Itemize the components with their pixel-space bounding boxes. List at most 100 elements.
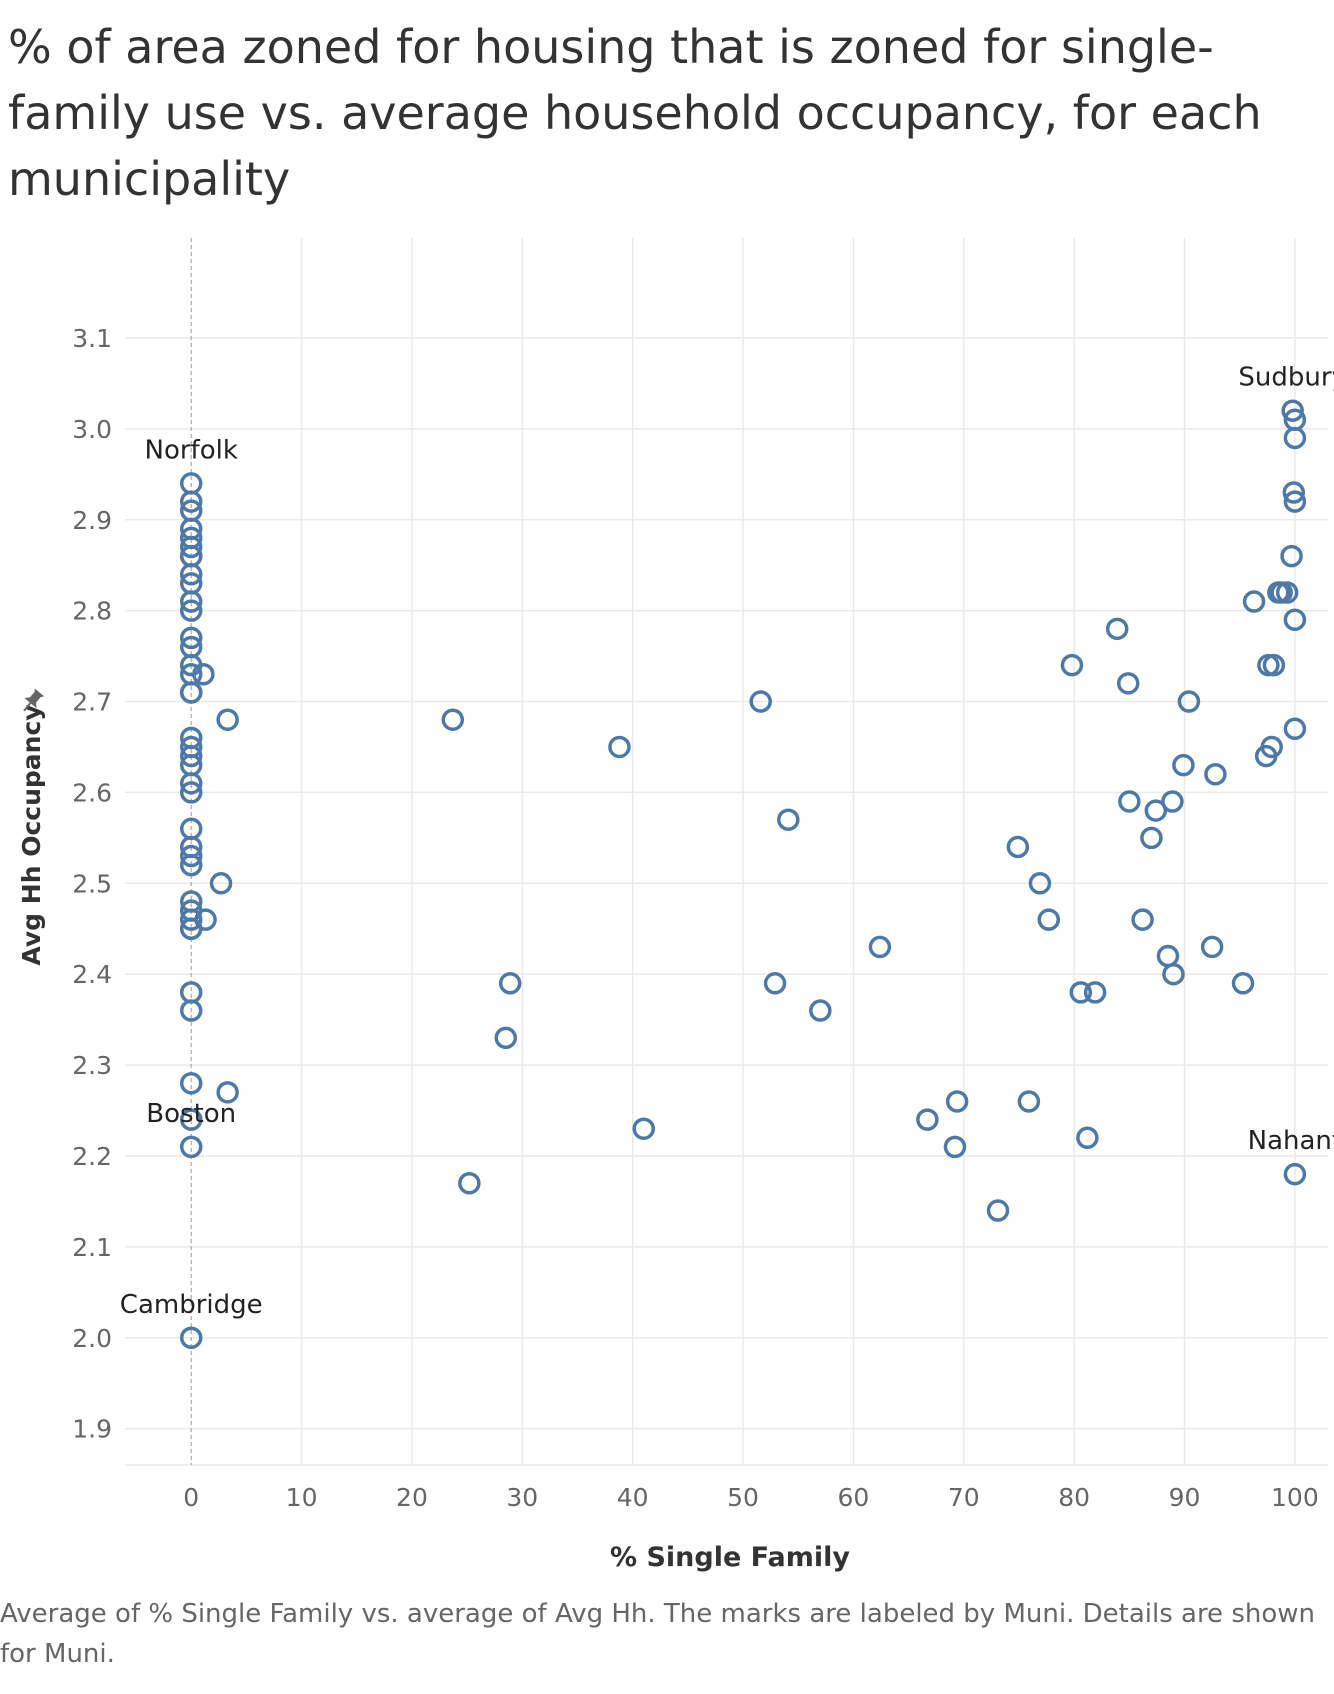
y-tick-label: 2.0 [72,1324,112,1353]
data-point[interactable] [498,972,522,995]
data-point[interactable] [1177,690,1201,713]
data-point[interactable] [179,681,203,704]
data-point[interactable] [179,535,203,559]
data-point[interactable] [179,1326,203,1350]
data-point[interactable] [179,844,203,868]
point-labels: Sudbury Norfolk Boston Nahant Cambridge [120,363,1334,1320]
x-tick-label: 20 [396,1483,428,1512]
data-point[interactable] [1060,653,1084,677]
y-tick-label: 2.5 [72,869,112,898]
data-point[interactable] [1118,790,1141,813]
data-point[interactable] [1262,653,1286,677]
data-point[interactable] [192,663,215,686]
chart-caption: Average of % Single Family vs. average o… [0,1599,1315,1669]
x-axis-title: % Single Family [610,1542,850,1573]
y-tick-label: 2.1 [72,1233,112,1262]
data-point[interactable] [1140,826,1163,850]
data-point[interactable] [1282,481,1306,504]
x-axis-ticks: 0 10 20 30 40 50 60 70 80 90 100 [183,1483,1318,1512]
data-point[interactable] [179,626,203,650]
data-point[interactable] [458,1171,481,1195]
data-point[interactable] [216,1081,239,1104]
data-point[interactable] [1260,735,1283,759]
data-point[interactable] [441,708,465,731]
data-point[interactable] [943,1135,967,1159]
data-point[interactable] [179,917,203,941]
y-tick-label: 2.8 [72,597,112,626]
point-label: Norfolk [145,435,238,465]
data-point[interactable] [1275,581,1299,604]
x-tick-label: 40 [617,1483,649,1512]
data-point[interactable] [632,1117,655,1140]
data-point[interactable] [216,708,239,731]
data-point[interactable] [179,853,203,877]
data-point[interactable] [179,981,203,1004]
data-point[interactable] [749,690,772,713]
data-point[interactable] [1028,872,1052,895]
y-tick-label: 1.9 [72,1415,112,1444]
data-point[interactable] [1200,935,1224,959]
data-point[interactable] [1204,762,1227,786]
data-point[interactable] [1069,981,1093,1004]
data-point[interactable] [179,1135,203,1159]
data-point[interactable] [1076,1126,1099,1150]
y-tick-label: 3.1 [72,324,112,353]
data-point[interactable] [179,599,203,622]
data-point[interactable] [1017,1090,1041,1113]
data-point[interactable] [179,744,203,768]
data-point[interactable] [1105,617,1129,641]
data-point[interactable] [1161,790,1184,813]
data-point[interactable] [179,590,203,613]
data-point[interactable] [1037,908,1061,931]
data-point[interactable] [777,808,800,831]
chart-title: % of area zoned for housing that is zone… [8,20,1262,206]
data-point[interactable] [179,1108,203,1131]
data-point[interactable] [209,872,233,895]
data-point[interactable] [916,1108,939,1131]
data-point[interactable] [1083,981,1107,1004]
data-point[interactable] [179,999,203,1022]
data-point[interactable] [1116,672,1140,695]
data-point[interactable] [809,999,832,1022]
data-point[interactable] [1006,835,1030,859]
data-point[interactable] [608,735,631,759]
pin-icon[interactable] [18,687,46,716]
data-points[interactable] [179,399,1307,1350]
y-tick-label: 2.4 [72,960,112,989]
data-point[interactable] [1283,426,1307,450]
x-tick-label: 0 [183,1483,199,1512]
x-tick-label: 70 [948,1483,980,1512]
data-point[interactable] [179,781,203,804]
data-point[interactable] [1283,717,1307,741]
data-point[interactable] [1283,490,1307,513]
data-point[interactable] [1283,1162,1307,1186]
data-point[interactable] [1280,544,1303,568]
data-point[interactable] [1172,753,1195,777]
point-label: Cambridge [120,1290,263,1320]
x-tick-label: 30 [506,1483,538,1512]
y-tick-label: 2.3 [72,1051,112,1080]
y-tick-label: 2.7 [72,688,112,717]
point-label: Nahant [1248,1126,1334,1156]
data-point[interactable] [1242,590,1266,613]
data-point[interactable] [1162,962,1185,986]
x-tick-label: 60 [838,1483,870,1512]
data-point[interactable] [1281,399,1304,422]
data-point[interactable] [986,1199,1010,1222]
data-point[interactable] [179,563,203,586]
data-point[interactable] [1131,908,1154,931]
data-point[interactable] [763,972,787,995]
data-point[interactable] [868,935,892,959]
x-tick-label: 90 [1169,1483,1201,1512]
data-point[interactable] [494,1026,518,1050]
data-point[interactable] [179,908,203,931]
data-point[interactable] [1231,972,1255,995]
data-point[interactable] [179,772,203,795]
data-point[interactable] [1156,944,1180,968]
data-point[interactable] [1144,799,1168,822]
data-point[interactable] [179,490,203,513]
data-point[interactable] [945,1090,969,1113]
data-point[interactable] [1283,608,1307,631]
data-point[interactable] [179,1072,203,1095]
